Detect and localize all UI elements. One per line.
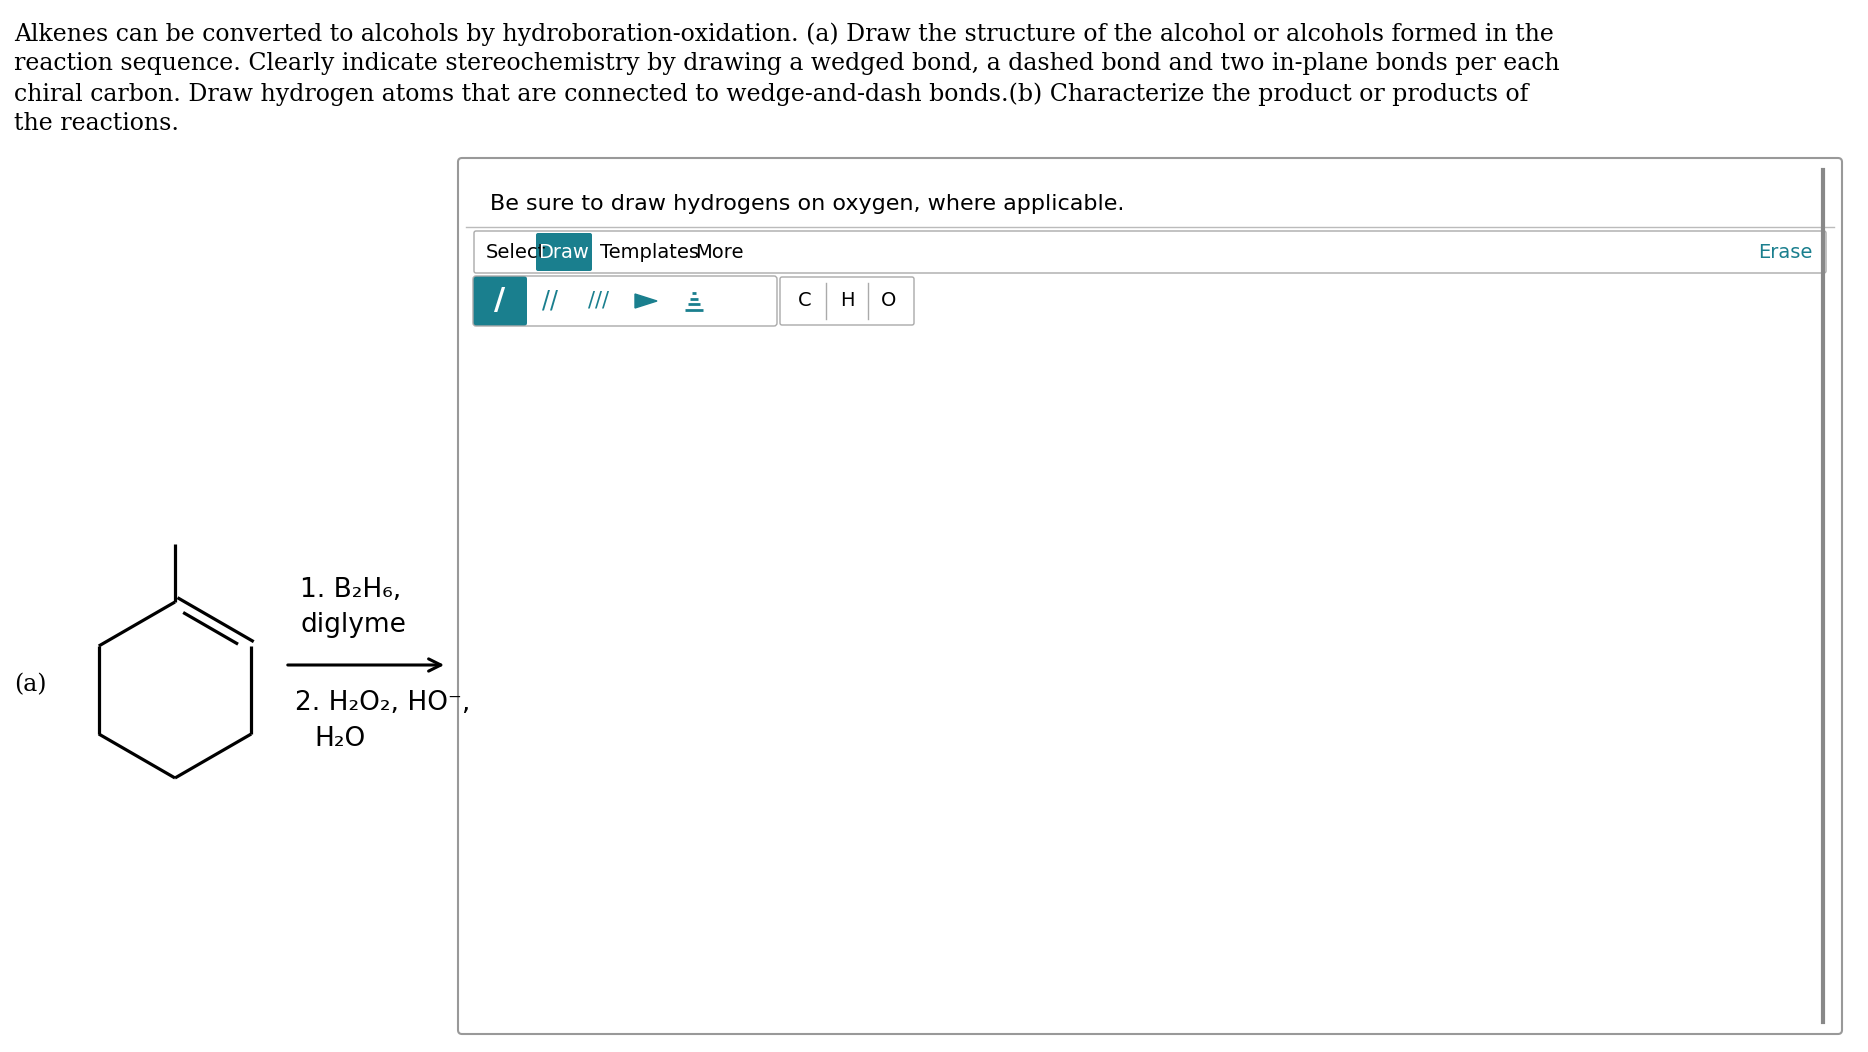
FancyBboxPatch shape [474, 231, 1827, 274]
Text: O: O [882, 291, 897, 310]
Text: ///: /// [588, 291, 609, 311]
Text: H: H [841, 291, 854, 310]
FancyBboxPatch shape [458, 158, 1842, 1034]
Text: Alkenes can be converted to alcohols by hydroboration-oxidation. (a) Draw the st: Alkenes can be converted to alcohols by … [13, 22, 1554, 45]
Text: 2. H₂O₂, HO⁻,: 2. H₂O₂, HO⁻, [295, 690, 471, 716]
Text: /: / [495, 286, 506, 316]
Polygon shape [635, 294, 658, 308]
Text: C: C [798, 291, 813, 310]
Text: H₂O: H₂O [314, 726, 366, 752]
Text: 1. B₂H₆,: 1. B₂H₆, [301, 576, 402, 603]
Text: Be sure to draw hydrogens on oxygen, where applicable.: Be sure to draw hydrogens on oxygen, whe… [489, 194, 1125, 214]
Text: diglyme: diglyme [301, 612, 405, 638]
FancyBboxPatch shape [473, 276, 527, 326]
Text: //: // [542, 289, 559, 313]
Text: More: More [695, 243, 743, 262]
Text: Select: Select [486, 243, 545, 262]
Text: the reactions.: the reactions. [13, 112, 179, 135]
Text: Templates: Templates [600, 243, 699, 262]
FancyBboxPatch shape [781, 277, 913, 325]
Text: reaction sequence. Clearly indicate stereochemistry by drawing a wedged bond, a : reaction sequence. Clearly indicate ster… [13, 52, 1560, 75]
FancyBboxPatch shape [536, 232, 592, 271]
Text: (a): (a) [13, 673, 47, 696]
Text: Erase: Erase [1758, 243, 1812, 262]
Text: Draw: Draw [538, 243, 590, 262]
Text: chiral carbon. Draw hydrogen atoms that are connected to wedge-and-dash bonds.(b: chiral carbon. Draw hydrogen atoms that … [13, 82, 1528, 105]
